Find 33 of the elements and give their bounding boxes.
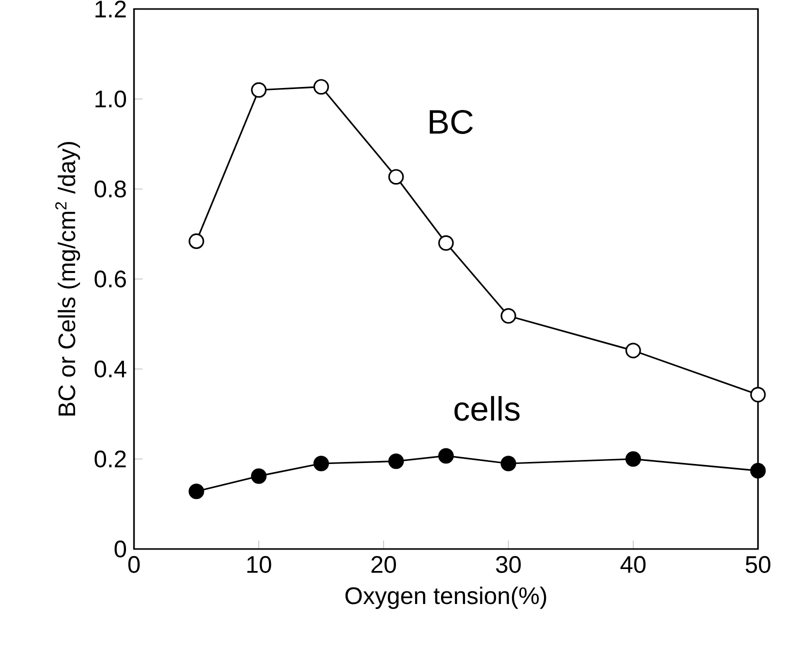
series-label: BC	[430, 110, 473, 134]
y-axis-title: BC or Cells (mg/cm$^{2}$ /day)	[55, 142, 80, 416]
point	[750, 462, 766, 478]
point	[625, 451, 641, 467]
y-tick-label: 0.6	[94, 270, 126, 288]
point	[313, 79, 329, 95]
series-label: cells	[454, 396, 520, 421]
point	[500, 456, 516, 472]
point	[188, 233, 204, 249]
x-tick-label: 10	[247, 556, 272, 573]
x-tick-label: 0	[128, 556, 140, 573]
y-tick-label: 0	[114, 540, 126, 558]
point	[625, 342, 641, 358]
point	[438, 448, 454, 464]
y-tick-label: 0.4	[94, 360, 126, 378]
point	[251, 82, 267, 98]
x-tick-label: 40	[620, 556, 646, 573]
point	[251, 468, 267, 484]
x-axis-title: Oxygen tension(%)	[345, 586, 546, 609]
point	[388, 169, 404, 185]
point	[188, 484, 204, 500]
y-tick-label: 1.0	[96, 90, 126, 108]
x-tick-label: 20	[371, 556, 396, 573]
point	[438, 235, 454, 251]
point	[500, 308, 516, 324]
y-tick-label: 0.2	[94, 450, 126, 468]
point	[313, 456, 329, 472]
point	[750, 386, 766, 402]
x-tick-label: 30	[496, 556, 521, 573]
point	[388, 453, 404, 470]
y-tick-label: 0.8	[94, 180, 126, 198]
y-tick-label: 1.2	[96, 0, 126, 18]
x-tick-label: 50	[746, 556, 770, 573]
